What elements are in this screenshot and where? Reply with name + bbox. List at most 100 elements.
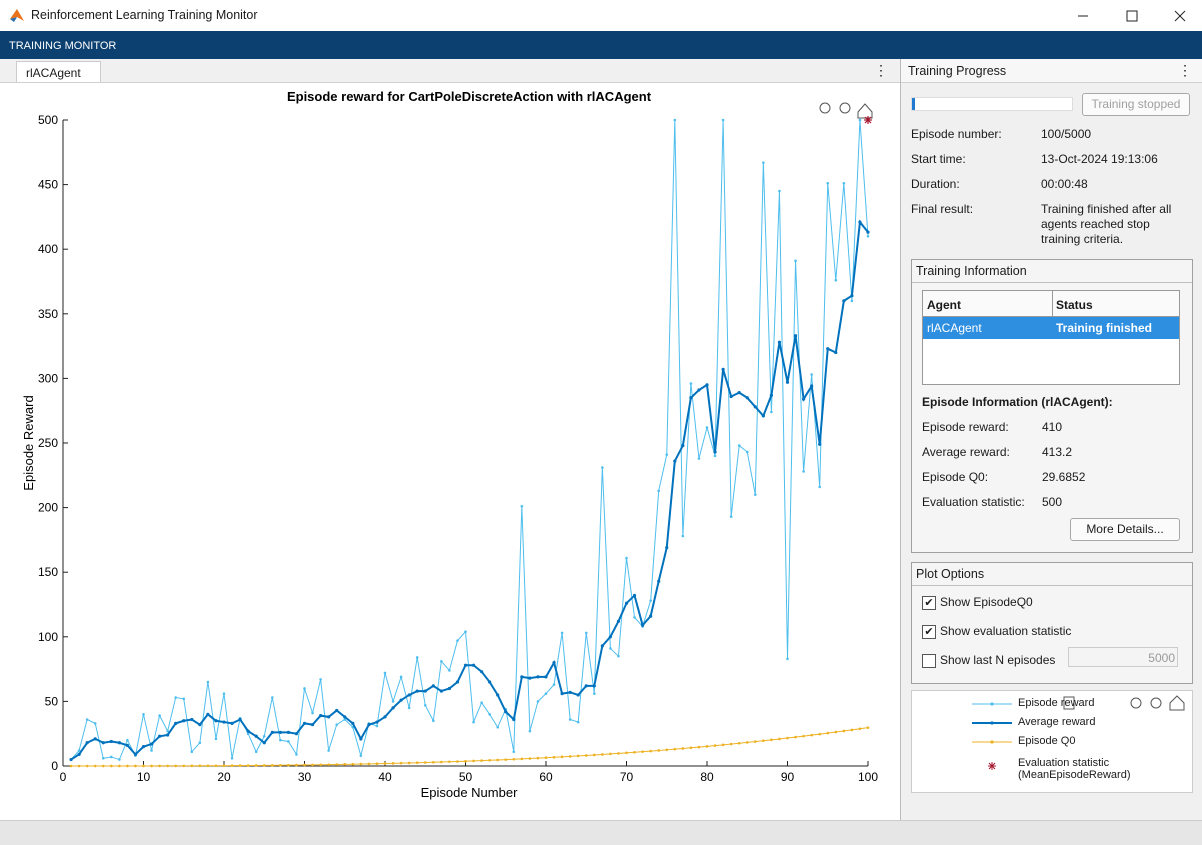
data-point (166, 733, 170, 737)
data-point (713, 454, 717, 458)
data-point (778, 189, 781, 193)
tab-menu[interactable]: ⋮ (874, 62, 888, 78)
data-point (254, 734, 258, 738)
data-point (158, 714, 161, 717)
data-point (310, 723, 315, 727)
data-point (737, 444, 741, 447)
data-point (641, 623, 645, 627)
title-bar: Reinforcement Learning Training Monitor (0, 0, 1202, 31)
data-point (254, 750, 258, 754)
x-tick-label: 40 (378, 770, 392, 784)
data-point (278, 730, 282, 735)
data-point (399, 698, 403, 702)
data-point (769, 393, 774, 397)
data-point (488, 680, 492, 684)
data-point (737, 391, 741, 395)
app-icon (10, 9, 24, 22)
data-point (254, 764, 258, 767)
data-point (214, 764, 218, 768)
data-point (689, 382, 693, 385)
legend-swatch (972, 740, 1012, 744)
data-point (624, 601, 629, 605)
data-point (407, 693, 411, 697)
data-point (657, 579, 661, 583)
panel-menu[interactable]: ⋮ (1178, 62, 1192, 78)
data-point (134, 764, 137, 768)
window-controls[interactable] (1072, 8, 1192, 24)
data-point (383, 671, 387, 675)
legend-swatch (972, 702, 1012, 706)
data-point (761, 414, 765, 418)
data-point (141, 745, 146, 749)
data-point (721, 118, 725, 122)
table-row[interactable] (923, 317, 1179, 339)
data-point (238, 717, 242, 722)
checkbox[interactable] (922, 654, 936, 668)
data-point (697, 388, 701, 392)
data-point (158, 764, 161, 768)
data-point (391, 762, 395, 765)
data-point (367, 723, 371, 727)
data-point (77, 752, 81, 756)
checkbox[interactable]: ✔ (922, 625, 936, 639)
data-point (230, 721, 234, 725)
data-point (576, 754, 580, 758)
data-point (456, 639, 459, 642)
info-value: 413.2 (1042, 445, 1073, 459)
data-point (182, 719, 186, 723)
x-tick-label: 80 (700, 770, 714, 784)
y-tick-label: 350 (38, 307, 58, 321)
y-tick-label: 0 (51, 759, 58, 773)
data-point (343, 763, 347, 766)
info-value: 500 (1042, 495, 1063, 509)
panel-title: Training Progress (908, 64, 1007, 78)
data-point (198, 723, 202, 727)
data-point (745, 450, 749, 454)
data-point (85, 718, 89, 721)
legend-label: Evaluation statistic (MeanEpisodeReward) (1018, 757, 1131, 781)
data-point (657, 489, 660, 493)
x-tick-label: 50 (459, 770, 473, 784)
swatch-dot (990, 702, 994, 706)
checkbox[interactable]: ✔ (922, 596, 936, 610)
table-cell: rlACAgent (927, 321, 982, 335)
data-point (754, 493, 757, 496)
tab[interactable]: rlACAgent (16, 61, 101, 82)
data-point (866, 234, 870, 238)
data-point (343, 715, 347, 719)
legend-toolbar[interactable] (1044, 694, 1186, 712)
data-point (448, 760, 451, 764)
info-label: Average reward: (922, 445, 1010, 459)
info-value: 410 (1042, 420, 1063, 434)
data-point (689, 396, 693, 400)
data-point (230, 764, 234, 767)
data-point (737, 741, 741, 745)
data-point (600, 644, 604, 648)
data-point (689, 746, 693, 750)
data-point (576, 693, 580, 697)
data-point (842, 182, 846, 185)
axes-toolbar[interactable] (819, 102, 873, 119)
data-point (609, 647, 612, 650)
data-point (601, 753, 604, 756)
data-point (616, 619, 621, 623)
data-point (279, 763, 282, 767)
data-point (649, 749, 652, 753)
stop-button: Training stopped (1082, 93, 1190, 116)
data-point (85, 764, 89, 768)
data-point (415, 656, 419, 659)
data-point (560, 631, 564, 635)
legend-swatch (972, 721, 1012, 725)
data-point (488, 713, 491, 716)
data-point (271, 696, 274, 699)
data-point (166, 729, 169, 733)
data-point (681, 534, 685, 538)
data-point (222, 764, 226, 767)
data-point (544, 756, 548, 760)
data-point (110, 764, 113, 768)
more-details-button[interactable]: More Details... (1070, 518, 1180, 541)
info-label: Episode Q0: (922, 470, 989, 484)
data-point (174, 764, 177, 768)
data-point (785, 380, 790, 384)
data-point (383, 715, 387, 719)
